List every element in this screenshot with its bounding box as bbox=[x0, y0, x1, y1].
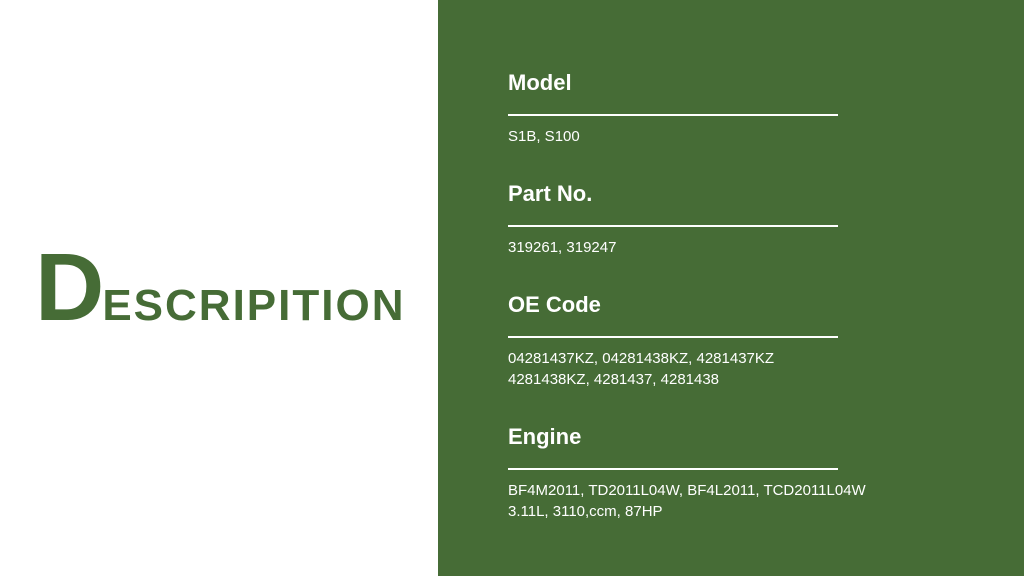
field-rule bbox=[508, 225, 838, 227]
field-label: Part No. bbox=[508, 181, 974, 215]
field-engine: Engine BF4M2011, TD2011L04W, BF4L2011, T… bbox=[508, 424, 974, 522]
field-label: OE Code bbox=[508, 292, 974, 326]
field-rule bbox=[508, 336, 838, 338]
field-rule bbox=[508, 114, 838, 116]
page-title: D ESCRIPITION bbox=[35, 240, 405, 336]
field-label: Model bbox=[508, 70, 974, 104]
field-value: 04281437KZ, 04281438KZ, 4281437KZ 428143… bbox=[508, 348, 974, 390]
field-label: Engine bbox=[508, 424, 974, 458]
field-value: BF4M2011, TD2011L04W, BF4L2011, TCD2011L… bbox=[508, 480, 974, 522]
spec-panel: Model S1B, S100 Part No. 319261, 319247 … bbox=[438, 0, 1024, 576]
title-initial: D bbox=[35, 240, 102, 336]
field-value: S1B, S100 bbox=[508, 126, 974, 147]
field-partno: Part No. 319261, 319247 bbox=[508, 181, 974, 258]
left-panel: D ESCRIPITION bbox=[0, 0, 438, 576]
field-value: 319261, 319247 bbox=[508, 237, 974, 258]
title-rest: ESCRIPITION bbox=[102, 284, 405, 328]
field-rule bbox=[508, 468, 838, 470]
field-model: Model S1B, S100 bbox=[508, 70, 974, 147]
field-oecode: OE Code 04281437KZ, 04281438KZ, 4281437K… bbox=[508, 292, 974, 390]
